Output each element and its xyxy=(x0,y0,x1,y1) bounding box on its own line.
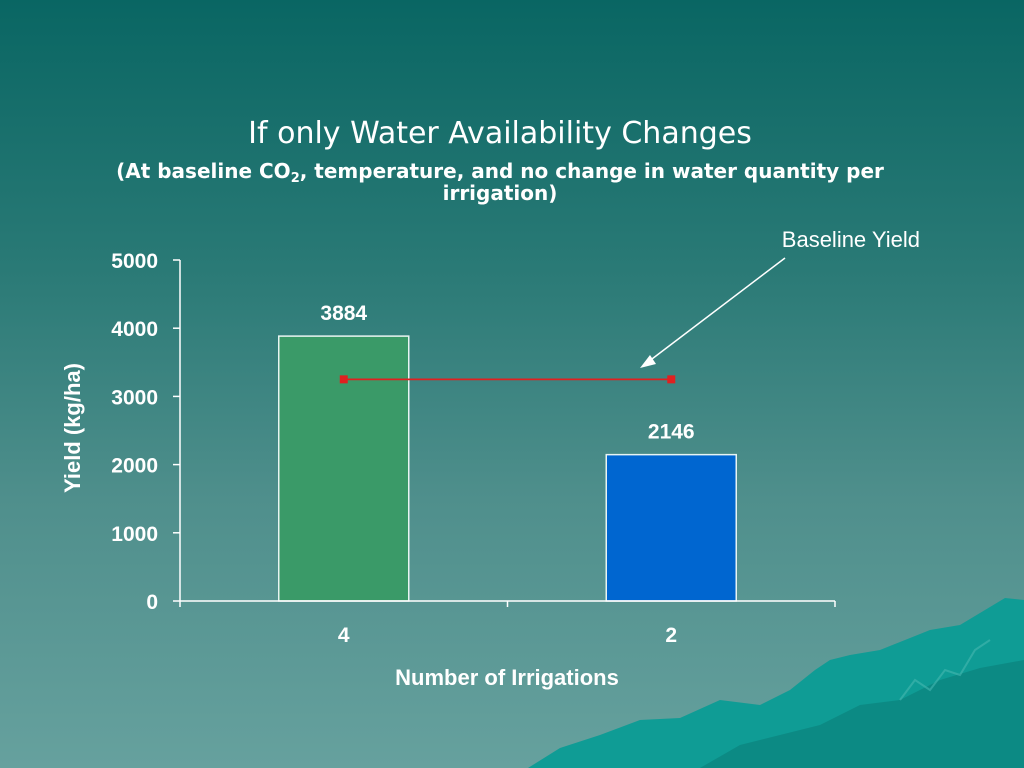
bar-data-label: 3884 xyxy=(320,302,367,325)
y-tick-label: 2000 xyxy=(111,455,158,478)
y-tick-label: 4000 xyxy=(111,318,158,341)
mountain-decoration xyxy=(528,598,1024,768)
y-tick-label: 1000 xyxy=(111,523,158,546)
x-tick-label: 4 xyxy=(338,624,350,647)
annotation-arrow xyxy=(640,257,786,368)
baseline-annotation-label: Baseline Yield xyxy=(782,227,920,252)
subtitle-text-end: , temperature, and no change in water qu… xyxy=(299,159,884,205)
y-tick-label: 5000 xyxy=(111,250,158,273)
baseline-marker xyxy=(339,375,348,384)
y-tick-label: 3000 xyxy=(111,386,158,409)
bar xyxy=(605,453,737,602)
subtitle-subscript: 2 xyxy=(290,171,300,186)
subtitle-text-start: (At baseline CO xyxy=(116,159,291,183)
y-axis-label: Yield (kg/ha) xyxy=(60,363,85,493)
bar-data-label: 2146 xyxy=(648,421,695,444)
baseline-marker xyxy=(667,375,676,384)
slide-title: If only Water Availability Changes xyxy=(248,116,752,151)
x-tick-label: 2 xyxy=(665,624,677,647)
slide-subtitle: (At baseline CO2, temperature, and no ch… xyxy=(80,160,920,204)
x-axis-label: Number of Irrigations xyxy=(395,665,619,690)
y-tick-label: 0 xyxy=(146,591,158,614)
